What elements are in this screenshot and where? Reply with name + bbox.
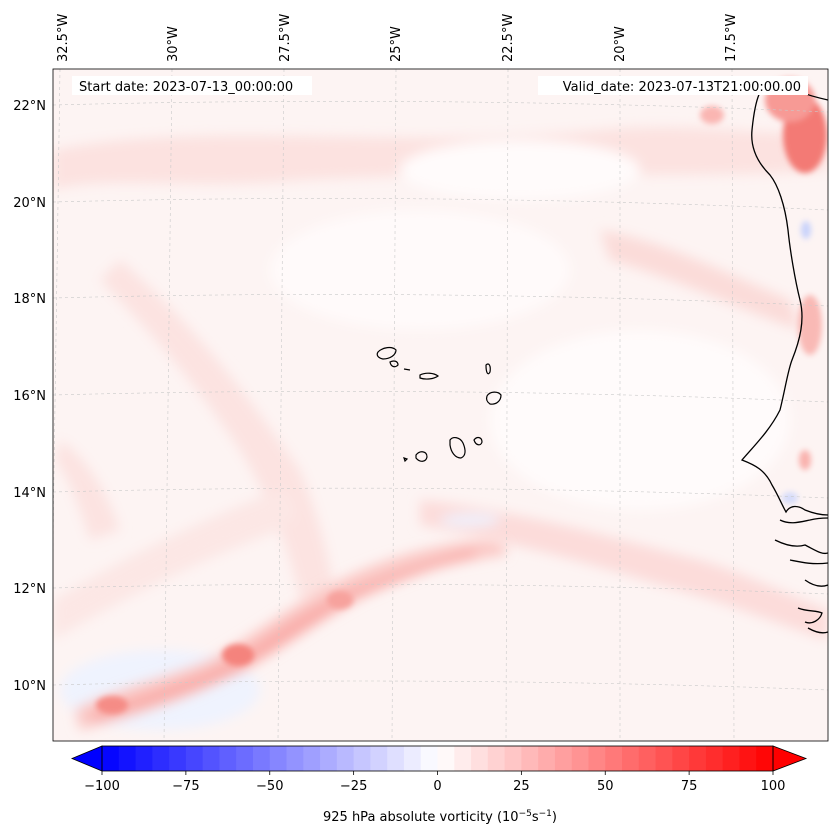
colorbar-bin xyxy=(487,746,506,771)
colorbar-bin xyxy=(269,746,288,771)
colorbar-ticks: −100 −75 −50 −25 0 25 50 75 100 xyxy=(84,771,785,794)
colorbar-tick-label: 50 xyxy=(597,779,614,794)
colorbar-bin xyxy=(185,746,204,771)
colorbar-tick-label: 75 xyxy=(681,779,698,794)
colorbar-bin xyxy=(454,746,472,771)
start-date-text: Start date: 2023-07-13_00:00:00 xyxy=(79,80,293,95)
lon-label: 27.5°W xyxy=(278,14,293,62)
colorbar-bin xyxy=(605,746,623,771)
colorbar-bin xyxy=(739,746,757,771)
colorbar-bin xyxy=(705,746,724,771)
colorbar-bin xyxy=(336,746,355,771)
map-panel xyxy=(53,69,828,741)
colorbar-extend-left xyxy=(70,745,103,772)
colorbar-bin xyxy=(303,746,321,771)
lat-label: 14°N xyxy=(13,486,46,501)
colorbar-bin xyxy=(622,746,640,771)
lat-label: 20°N xyxy=(13,196,46,211)
colorbar-tick-label: −100 xyxy=(84,779,120,794)
colorbar-bin xyxy=(638,746,657,771)
lon-label: 17.5°W xyxy=(724,14,739,62)
colorbar-bin xyxy=(504,746,522,771)
colorbar-bin xyxy=(252,746,271,771)
island-santa-luzia xyxy=(403,368,411,371)
longitude-labels: 32.5°W 30°W 27.5°W 25°W 22.5°W 20°W 17.5… xyxy=(56,14,739,62)
colorbar-bin xyxy=(236,746,254,771)
colorbar-bin xyxy=(722,746,740,771)
colorbar-label: 925 hPa absolute vorticity (10−5s−1) xyxy=(323,809,557,825)
island-santiago xyxy=(449,437,466,459)
colorbar-bin xyxy=(420,746,438,771)
lon-label: 25°W xyxy=(389,26,404,62)
island-sao-vicente xyxy=(389,360,399,368)
colorbar-tick-label: −50 xyxy=(256,779,283,794)
colorbar-bin xyxy=(655,746,673,771)
colorbar-bin xyxy=(672,746,690,771)
lat-label: 12°N xyxy=(13,582,46,597)
vorticity-field xyxy=(53,78,828,730)
lat-label: 10°N xyxy=(13,679,46,694)
lon-label: 32.5°W xyxy=(56,14,71,62)
island-santo-antao xyxy=(376,346,397,360)
island-sal xyxy=(485,363,491,375)
colorbar-bin xyxy=(118,746,137,771)
colorbar-bin xyxy=(370,746,388,771)
latitude-labels: 22°N 20°N 18°N 16°N 14°N 12°N 10°N xyxy=(13,99,46,694)
colorbar-tick-label: 100 xyxy=(761,779,786,794)
colorbar-bin xyxy=(521,746,539,771)
colorbar-bin xyxy=(471,746,489,771)
colorbar: −100 −75 −50 −25 0 25 50 75 100 925 hPa absolute… xyxy=(70,745,808,825)
island-brava xyxy=(403,457,409,463)
map-frame xyxy=(52,68,829,742)
colorbar-bin xyxy=(320,746,338,771)
date-annotations: Start date: 2023-07-13_00:00:00 Valid_da… xyxy=(72,76,808,95)
colorbar-bin xyxy=(571,746,589,771)
lon-label: 20°W xyxy=(613,26,628,62)
colorbar-bin xyxy=(286,746,304,771)
lat-label: 16°N xyxy=(13,389,46,404)
colorbar-bin xyxy=(403,746,422,771)
cape-verde-islands xyxy=(376,346,502,463)
colorbar-bin xyxy=(102,746,120,771)
colorbar-bin xyxy=(202,746,220,771)
colorbar-bin xyxy=(135,746,153,771)
colorbar-bin xyxy=(152,746,170,771)
colorbar-bin xyxy=(756,746,774,771)
vorticity-maxima xyxy=(96,78,827,714)
colorbar-bin xyxy=(387,746,405,771)
lon-label: 30°W xyxy=(166,26,181,62)
island-sao-nicolau xyxy=(419,372,440,380)
lon-label: 22.5°W xyxy=(501,14,516,62)
colorbar-tick-label: 0 xyxy=(433,779,441,794)
colorbar-bin xyxy=(219,746,237,771)
colorbar-bin xyxy=(554,746,573,771)
start-date-box xyxy=(72,76,312,95)
island-fogo xyxy=(415,451,428,462)
lat-label: 18°N xyxy=(13,292,46,307)
colorbar-bin xyxy=(169,746,187,771)
lat-label: 22°N xyxy=(13,99,46,114)
colorbar-bin xyxy=(538,746,556,771)
colorbar-tick-label: −75 xyxy=(172,779,199,794)
colorbar-extend-right xyxy=(772,745,808,772)
colorbar-bin xyxy=(689,746,707,771)
vorticity-band xyxy=(75,540,507,730)
colorbar-bin xyxy=(588,746,606,771)
valid-date-text: Valid_date: 2023-07-13T21:00:00.00 xyxy=(563,80,801,95)
graticule xyxy=(53,69,828,741)
island-boa-vista xyxy=(486,391,502,405)
valid-date-box xyxy=(538,76,808,95)
island-maio xyxy=(473,436,483,446)
colorbar-bin xyxy=(437,746,455,771)
colorbar-tick-label: 25 xyxy=(513,779,530,794)
colorbar-bin xyxy=(353,746,371,771)
colorbar-bins xyxy=(102,746,774,771)
colorbar-tick-label: −25 xyxy=(340,779,367,794)
coastline xyxy=(740,79,828,634)
